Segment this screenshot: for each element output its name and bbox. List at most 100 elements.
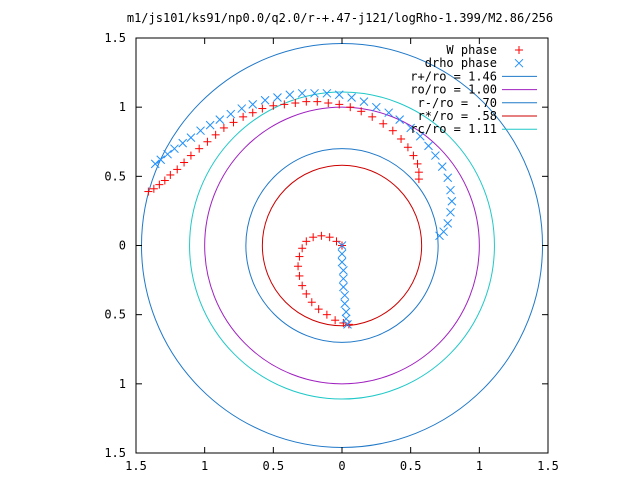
data-point bbox=[397, 134, 406, 143]
data-point bbox=[186, 151, 195, 160]
data-point bbox=[332, 237, 341, 246]
data-point bbox=[258, 104, 267, 113]
legend-label: r*/ro = .58 bbox=[418, 109, 497, 123]
legend-label: r-/ro = .70 bbox=[418, 96, 497, 110]
data-point bbox=[248, 108, 257, 117]
x-tick-label: 1 bbox=[476, 459, 483, 473]
data-point bbox=[340, 290, 350, 300]
x-tick-label: 1.5 bbox=[537, 459, 559, 473]
data-point bbox=[334, 90, 344, 100]
data-point bbox=[343, 319, 352, 329]
plot-content bbox=[140, 43, 544, 448]
legend-marker bbox=[515, 46, 523, 54]
chart-title: m1/js101/ks91/np0.0/q2.0/r-+.47-j121/log… bbox=[127, 11, 553, 25]
data-point bbox=[309, 233, 318, 242]
data-point bbox=[273, 93, 282, 102]
data-point bbox=[347, 93, 356, 102]
data-point bbox=[295, 271, 304, 280]
x-tick-label: 0 bbox=[338, 459, 345, 473]
data-point bbox=[413, 159, 422, 168]
data-point bbox=[341, 307, 351, 317]
data-point bbox=[178, 138, 188, 148]
data-point bbox=[239, 112, 248, 121]
data-point bbox=[435, 231, 444, 241]
y-tick-label: 0 bbox=[119, 239, 126, 253]
data-point bbox=[211, 130, 220, 139]
data-point bbox=[186, 133, 196, 142]
data-point bbox=[163, 149, 172, 159]
data-point bbox=[339, 266, 348, 275]
data-point bbox=[437, 162, 447, 172]
reference-circle bbox=[261, 164, 423, 327]
data-point bbox=[337, 249, 347, 259]
data-point bbox=[317, 231, 326, 240]
data-point bbox=[388, 126, 397, 135]
data-point bbox=[156, 155, 166, 165]
data-point bbox=[160, 176, 169, 185]
x-tick-label: 1.5 bbox=[125, 459, 147, 473]
data-point bbox=[302, 289, 311, 298]
data-point bbox=[446, 185, 455, 195]
data-point bbox=[359, 97, 369, 106]
x-tick-label: 0.5 bbox=[400, 459, 422, 473]
data-point bbox=[415, 131, 425, 141]
data-point bbox=[357, 107, 366, 116]
data-point bbox=[180, 158, 189, 167]
reference-circle bbox=[245, 148, 439, 343]
series-drho-phase bbox=[150, 88, 457, 329]
data-point bbox=[166, 170, 175, 179]
data-point bbox=[203, 137, 212, 146]
data-point bbox=[298, 244, 307, 253]
legend-label: W phase bbox=[446, 43, 497, 57]
x-axis-ticks: 1.5 1 0.5 0 0.5 1 1.5 bbox=[125, 38, 559, 473]
data-point bbox=[314, 305, 323, 314]
data-point bbox=[260, 95, 270, 105]
data-point bbox=[403, 143, 412, 152]
data-point bbox=[144, 187, 153, 196]
legend-label: drho phase bbox=[425, 56, 497, 70]
data-point bbox=[335, 100, 344, 109]
data-point bbox=[443, 173, 453, 183]
data-point bbox=[368, 112, 377, 121]
data-point bbox=[371, 102, 381, 112]
data-point bbox=[406, 123, 416, 133]
x-tick-label: 1 bbox=[201, 459, 208, 473]
y-axis-ticks: 1.5 1 0.5 0 0.5 1 1.5 bbox=[104, 31, 548, 460]
series-w-phase bbox=[144, 97, 423, 329]
data-point bbox=[414, 175, 423, 184]
data-point bbox=[298, 281, 307, 290]
data-point bbox=[324, 99, 333, 108]
data-point bbox=[195, 144, 204, 153]
y-tick-label: 1.5 bbox=[104, 31, 126, 45]
data-point bbox=[337, 241, 347, 250]
data-point bbox=[446, 207, 455, 217]
data-point bbox=[431, 151, 440, 160]
data-point bbox=[150, 159, 160, 169]
data-point bbox=[226, 109, 236, 119]
data-point bbox=[205, 120, 215, 130]
data-point bbox=[322, 310, 331, 319]
data-point bbox=[173, 165, 182, 174]
y-tick-label: 0.5 bbox=[104, 169, 126, 183]
data-point bbox=[297, 88, 307, 98]
x-tick-label: 0.5 bbox=[262, 459, 284, 473]
data-point bbox=[379, 119, 388, 128]
y-tick-label: 1 bbox=[119, 100, 126, 114]
data-point bbox=[409, 151, 418, 160]
data-point bbox=[229, 118, 238, 127]
plot-area bbox=[135, 37, 549, 454]
data-point bbox=[346, 103, 355, 112]
data-point bbox=[219, 123, 228, 132]
data-point bbox=[269, 101, 278, 110]
data-point bbox=[384, 108, 394, 118]
data-point bbox=[237, 104, 247, 113]
data-point bbox=[196, 126, 205, 136]
reference-circle bbox=[204, 106, 480, 385]
data-point bbox=[215, 115, 225, 124]
data-point bbox=[395, 115, 405, 124]
data-point bbox=[307, 298, 316, 307]
data-point bbox=[302, 237, 311, 246]
data-point bbox=[443, 219, 453, 228]
data-point bbox=[170, 144, 179, 154]
